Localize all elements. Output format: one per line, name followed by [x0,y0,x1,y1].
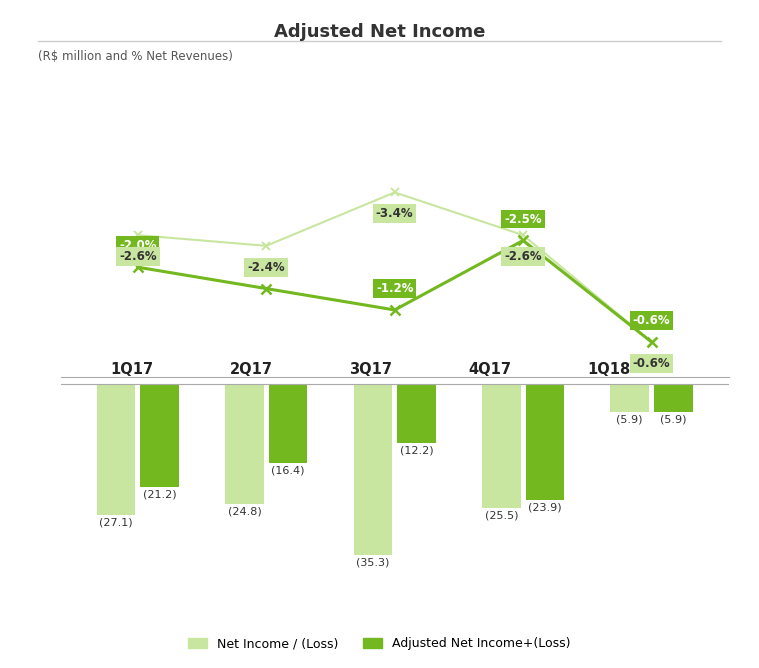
Text: (12.2): (12.2) [400,446,433,456]
Text: -0.6%: -0.6% [633,314,670,327]
Bar [610,384,649,412]
Text: -2.0%: -2.0% [119,239,156,253]
Text: 1Q17: 1Q17 [111,363,154,377]
Text: -3.4%: -3.4% [376,207,414,220]
Bar [269,384,307,464]
Bar [354,384,392,555]
Text: Adjusted Net Income: Adjusted Net Income [274,23,485,41]
Text: (35.3): (35.3) [356,558,389,568]
Text: (5.9): (5.9) [660,415,687,425]
Text: (24.8): (24.8) [228,507,261,517]
Bar [526,384,564,500]
Text: 2Q17: 2Q17 [230,363,273,377]
Text: (23.9): (23.9) [528,502,562,512]
Text: -0.6%: -0.6% [633,357,670,370]
Text: 4Q17: 4Q17 [468,363,512,377]
Legend: Net Income / (Loss), Adjusted Net Income+(Loss): Net Income / (Loss), Adjusted Net Income… [184,632,575,655]
Bar [482,384,521,508]
Text: (R$ million and % Net Revenues): (R$ million and % Net Revenues) [38,50,233,63]
Text: -2.5%: -2.5% [504,212,542,226]
Bar [96,384,135,516]
Text: 1Q18: 1Q18 [587,363,631,377]
Bar [654,384,693,412]
Bar [397,384,436,443]
Text: -2.6%: -2.6% [504,250,542,263]
Text: (5.9): (5.9) [616,415,643,425]
Text: (16.4): (16.4) [271,466,305,476]
Bar [140,384,179,487]
Text: (25.5): (25.5) [484,510,518,520]
Text: -1.2%: -1.2% [376,282,414,295]
Text: 3Q17: 3Q17 [349,363,392,377]
Text: (21.2): (21.2) [143,489,176,499]
Bar [225,384,263,504]
Text: -2.6%: -2.6% [119,250,156,263]
Text: -1.6%: -1.6% [247,261,285,274]
Text: -2.4%: -2.4% [247,261,285,274]
Text: (27.1): (27.1) [99,518,133,528]
